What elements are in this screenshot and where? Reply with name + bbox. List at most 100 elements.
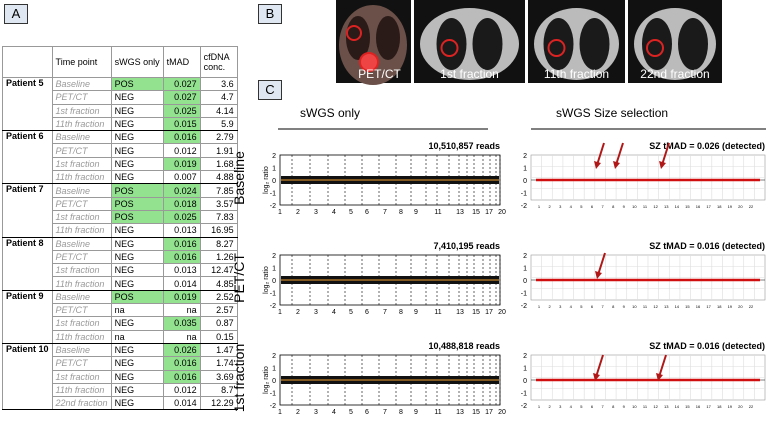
chrom-label: 15 [472,409,480,416]
chrom-label: 15 [685,204,690,209]
chrom-label: 13 [456,209,464,216]
chrom-label: 15 [472,309,480,316]
chrom-label: 6 [365,409,369,416]
panel-label: A [4,4,28,24]
swgs-cell: POS [110,289,164,305]
time-point: 22nd fraction [51,396,112,411]
y-tick-label: 1 [272,366,276,373]
cfdna-cell: 0.15 [199,329,238,344]
chrom-label: 8 [612,204,615,209]
table-row: Patient 8 Baseline NEG 0.016 8.27 [2,236,238,291]
cfdna-cell: 12.29 [199,396,238,411]
y-tick-label: 0 [523,278,527,285]
chrom-label: 4 [570,204,573,209]
chrom-label: 15 [685,404,690,409]
chrom-label: 2 [296,409,300,416]
header-cell: Time point [51,46,112,78]
chrom-label: 14 [675,304,680,309]
tmad-cell: 0.027 [162,76,201,92]
swgs-cell: POS [110,76,164,92]
chrom-label: 7 [601,204,604,209]
read-count: 10,488,818 reads [428,341,500,351]
table-row: PET/CT NEG 0.016 1.26 [3,249,238,265]
chrom-label: 4 [332,309,336,316]
y-tick-label: 2 [272,353,276,360]
row-label: 1st fraction [231,344,247,412]
table-row: Patient 6 Baseline NEG 0.016 2.79 [2,130,238,185]
chrom-label: 6 [365,309,369,316]
image-label: PET/CT [358,67,401,81]
y-tick-label: -2 [270,303,276,310]
swgs-cell: POS [110,183,164,198]
header-row: Time point sWGS only tMAD cfDNA conc. [2,46,238,78]
panel-label: B [258,4,282,24]
arrow [661,142,670,166]
chrom-label: 15 [685,304,690,309]
chrom-label: 20 [498,409,506,416]
y-tick-label: 2 [523,153,527,160]
chrom-label: 20 [498,209,506,216]
chrom-label: 3 [559,404,562,409]
chrom-label: 7 [383,309,387,316]
y-tick-label: 0 [272,278,276,285]
chrom-label: 11 [434,309,441,316]
chrom-label: 19 [728,204,733,209]
chrom-label: 7 [601,404,604,409]
y-tick-label: -1 [521,391,527,398]
chrom-label: 5 [580,204,583,209]
chrom-label: 12 [653,404,658,409]
table-row: PET/CT NEG 0.027 4.7 [3,90,238,105]
chrom-label: 4 [332,409,336,416]
y-tick-label: 1 [272,166,276,173]
chrom-label: 4 [332,209,336,216]
tmad-cell: 0.016 [162,249,201,265]
axis-label: log₂ ratio [263,166,270,194]
table-row: PET/CT POS 0.018 3.57 [3,196,238,211]
marker [547,39,566,57]
chrom-label: 17 [485,409,493,416]
arrowhead [594,161,601,169]
tmad-cell: 0.015 [162,116,201,132]
patient-cell: Patient 9 [2,289,53,344]
chrom-label: 16 [696,404,701,409]
results-table: Time point sWGS only tMAD cfDNA conc. Patien… [2,46,238,411]
swgs-cell: NEG [110,276,164,291]
sz-tmad: SZ tMAD = 0.026 (detected) [649,141,765,151]
chrom-label: 17 [485,309,493,316]
arrowhead [595,271,602,279]
chrom-label: 19 [728,304,733,309]
chrom-label: 9 [623,304,626,309]
tmad-cell: 0.016 [162,369,201,384]
y-tick-label: 1 [523,166,527,173]
chrom-label: 8 [399,409,403,416]
lung [579,18,610,70]
row-label: PET/CT [231,253,247,303]
chrom-label: 11 [643,304,648,309]
swgs-cell: POS [110,196,164,211]
chrom-label: 8 [399,309,403,316]
table-row: 11th fraction na na 0.15 [3,329,238,344]
arrow [595,354,604,378]
lung [543,18,574,70]
chrom-label: 6 [365,209,369,216]
y-tick-label: -2 [270,203,276,210]
y-tick-label: 2 [272,253,276,260]
chrom-label: 13 [456,409,464,416]
chrom-label: 3 [559,204,562,209]
table-row: 1st fraction NEG 0.019 1.68 [3,156,238,172]
patient-cell: Patient 5 [2,76,53,132]
chrom-label: 11 [434,209,441,216]
lung [376,16,400,60]
y-tick-label: -1 [521,291,527,298]
lung [436,18,467,70]
column-header: sWGS Size selection [556,106,668,120]
chrom-label: 17 [706,204,711,209]
chrom-label: 1 [538,304,541,309]
chrom-label: 2 [548,304,551,309]
y-tick-label: 0 [272,378,276,385]
marker [440,39,459,57]
chrom-label: 19 [728,404,733,409]
chrom-label: 6 [591,204,594,209]
chrom-label: 17 [485,209,493,216]
